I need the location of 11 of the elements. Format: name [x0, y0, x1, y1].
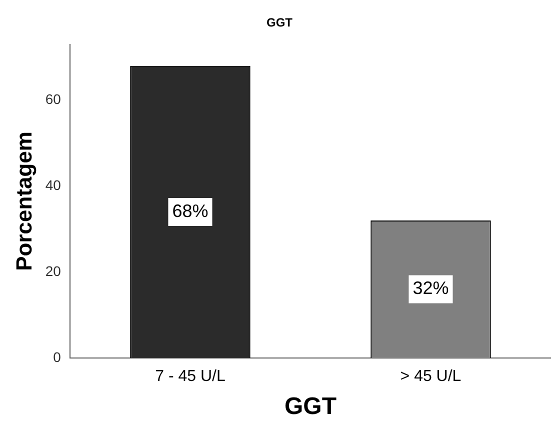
y-tick-label: 60	[45, 91, 62, 108]
chart-title: GGT	[266, 16, 294, 30]
y-tick-label: 20	[45, 262, 62, 279]
x-tick-label: 7 - 45 U/L	[155, 368, 226, 386]
y-tick-label: 40	[45, 177, 62, 194]
y-axis-title: Porcentagem	[11, 132, 36, 271]
data-label: 68%	[172, 200, 208, 221]
data-label: 32%	[412, 278, 449, 298]
x-tick-label: > 45 U/L	[400, 368, 462, 386]
x-axis-title: GGT	[284, 393, 337, 420]
y-tick-label: 0	[53, 348, 62, 365]
